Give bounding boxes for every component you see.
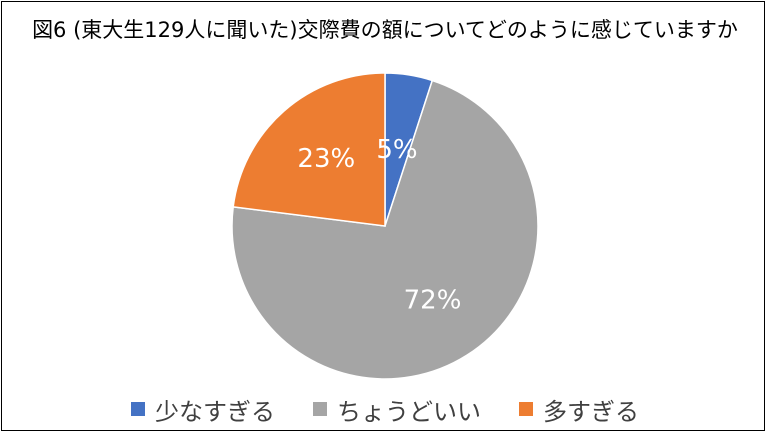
pie-chart: 5% 72% 23%	[231, 72, 539, 380]
legend-label: 多すぎる	[543, 397, 639, 426]
legend-swatch	[131, 402, 145, 416]
pie-slice-just-right	[231, 79, 539, 380]
legend-swatch	[313, 402, 327, 416]
legend-item-too-much: 多すぎる	[519, 392, 639, 427]
slice-label-too-little: 5%	[376, 135, 417, 165]
legend: 少なすぎる ちょうどいい 多すぎる	[2, 392, 768, 426]
pie-slices	[231, 72, 539, 380]
legend-label: ちょうどいい	[337, 397, 481, 426]
legend-swatch	[519, 402, 533, 416]
legend-item-too-little: 少なすぎる	[131, 392, 275, 427]
chart-title: 図6 (東大生129人に聞いた)交際費の額についてどのように感じていますか	[32, 18, 738, 42]
pie-slice-labels: 5% 72% 23%	[297, 135, 461, 315]
slice-label-too-much: 23%	[297, 144, 355, 174]
legend-item-just-right: ちょうどいい	[313, 392, 481, 427]
pie-slice-too-much	[232, 72, 386, 227]
slice-label-just-right: 72%	[404, 285, 462, 315]
legend-label: 少なすぎる	[155, 397, 275, 426]
